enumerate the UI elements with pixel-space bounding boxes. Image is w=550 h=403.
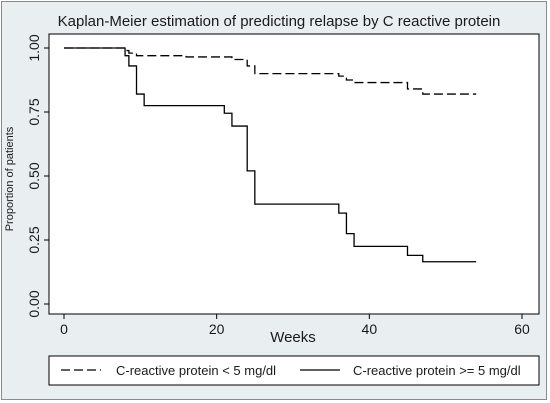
y-tick-label: 1.00 [26,34,42,61]
legend: C-reactive protein < 5 mg/dl C-reactive p… [61,363,521,378]
x-tick-label: 0 [60,321,68,337]
x-tick-label: 40 [362,321,378,337]
axis-layer: 0 20 40 60 0.00 0.25 0.50 0.75 1.00 [26,34,530,337]
chart-title: Kaplan-Meier estimation of predicting re… [58,13,501,30]
legend-label: C-reactive protein >= 5 mg/dl [353,363,521,378]
plot-area [48,33,540,315]
y-axis-title: Proportion of patients [4,126,16,231]
y-tick-label: 0.75 [26,98,42,125]
x-axis-title: Weeks [270,329,316,346]
legend-box [48,355,540,386]
y-tick-label: 0.25 [26,226,42,253]
x-tick-label: 60 [514,321,530,337]
series-line-crp-under-5 [64,47,477,95]
x-tick-label: 20 [209,321,225,337]
series-line-crp-5-or-more [64,47,477,263]
y-tick-label: 0.00 [26,290,42,317]
series-layer [64,47,477,263]
legend-label: C-reactive protein < 5 mg/dl [116,363,276,378]
y-tick-label: 0.50 [26,162,42,189]
